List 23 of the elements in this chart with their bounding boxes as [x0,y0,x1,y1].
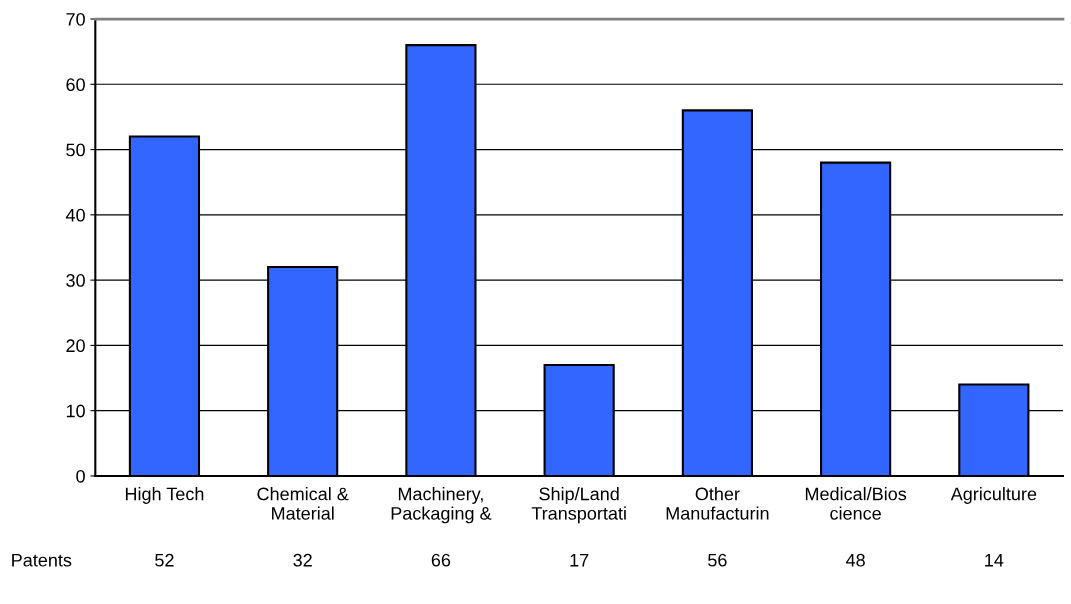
data-label: 66 [431,553,451,567]
x-tick-label: Medical/Bios cience [805,487,907,520]
y-tick-label: 40 [65,208,85,222]
x-tick-label: Other Manufacturin [666,487,769,520]
y-tick-label: 70 [66,12,85,26]
x-tick-label: Ship/Land Transportati [531,487,626,524]
text: Patents [12,553,72,567]
y-tick-label: 30 [66,274,85,287]
x-tick-label: Chemical & Material [257,487,349,520]
x-tick-label: Agriculture [950,487,1037,504]
x-tick-label: Machinery, Packaging & [391,487,492,524]
y-tick-label: 0 [76,469,85,483]
y-tick-label: 10 [66,404,85,418]
y-tick-label: 20 [66,339,85,353]
x-tick-label: High Tech [125,487,204,504]
data-label: 32 [293,553,312,567]
data-label: 52 [155,553,174,567]
data-label: 17 [570,553,589,567]
data-label: 14 [985,553,1004,567]
y-tick-label: 60 [66,78,85,92]
y-tick-label: 50 [66,143,85,157]
data-label: 56 [708,553,727,567]
data-label: 48 [845,553,865,567]
